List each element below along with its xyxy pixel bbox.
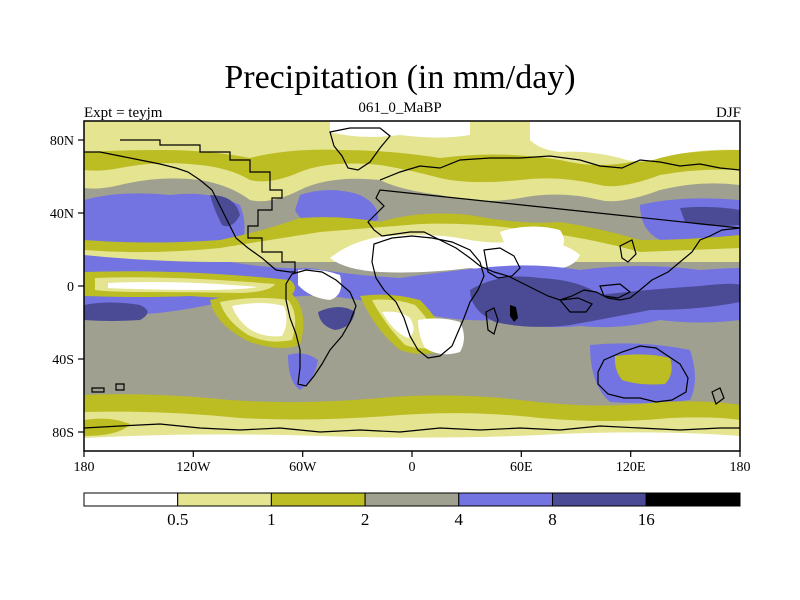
lat-tick-label: 40N [50, 207, 74, 222]
field-pacific-storm-dark [210, 195, 240, 227]
colorbar-label: 0.5 [167, 510, 188, 529]
outline-arabia [483, 247, 521, 279]
lon-tick-label: 0 [409, 460, 416, 475]
field-antarctic-olive-spot [84, 418, 130, 436]
lon-tick-label: 120E [616, 460, 646, 475]
axis-ticks [78, 139, 741, 457]
colorbar-box [645, 492, 741, 507]
field-s-atlantic-white [382, 311, 414, 338]
outline-madagascar [485, 307, 499, 335]
lon-tick-label: 180 [74, 460, 95, 475]
field-patagonia-blue [288, 353, 318, 390]
field-samerica-dark [318, 307, 355, 330]
season-label: DJF [715, 105, 741, 121]
colorbar-box [364, 492, 460, 507]
period-label: 061_0_MaBP [358, 100, 442, 116]
colorbar-label: 2 [361, 510, 370, 529]
colorbar-labels: 0.5 1 2 4 8 16 [167, 510, 655, 529]
colorbar-box [177, 492, 272, 507]
outline-greenland [329, 127, 391, 171]
colorbar-label: 1 [267, 510, 276, 529]
outline-antarctica [84, 423, 740, 433]
field-arctic-white [530, 121, 740, 162]
field-asia-dark [680, 206, 740, 226]
outline-north-america [84, 139, 296, 273]
field-antarctic-white [84, 432, 740, 451]
lon-tick-label: 180 [730, 460, 751, 475]
colorbar [83, 492, 741, 507]
outline-south-america [285, 269, 357, 387]
lon-tick-labels: 180 120W 60W 0 60E 120E 180 [74, 460, 751, 475]
outline-pacific-islands [91, 383, 125, 393]
lon-tick-label: 60E [510, 460, 533, 475]
colorbar-box [83, 492, 179, 507]
field-eq-pacific-white [108, 282, 258, 290]
colorbar-label: 8 [548, 510, 557, 529]
outline-eurasia [367, 155, 740, 301]
field-indian-dark [470, 276, 740, 327]
outline-new-zealand [711, 387, 725, 405]
colorbar-box [458, 492, 553, 507]
lon-tick-label: 60W [289, 460, 317, 475]
lat-tick-label: 0 [67, 280, 74, 295]
field-australia-olive [614, 354, 672, 385]
outline-africa [371, 235, 485, 359]
field-asia-white [500, 226, 564, 252]
field-arctic-white-2 [330, 121, 470, 138]
plot-title: Precipitation (in mm/day) [224, 59, 576, 96]
outline-japan [619, 239, 637, 263]
colorbar-box [552, 492, 647, 507]
outline-indonesia [558, 283, 632, 313]
colorbar-label: 16 [638, 510, 655, 529]
lat-tick-label: 80N [50, 134, 74, 149]
colorbar-label: 4 [455, 510, 464, 529]
outline-australia [597, 345, 689, 403]
lat-tick-labels: 80N 40N 0 40S 80S [50, 134, 74, 441]
experiment-label: Expt = teyjm [84, 105, 163, 121]
coastlines [84, 127, 740, 433]
field-pacific-dark-left [84, 302, 148, 321]
lon-tick-label: 120W [176, 460, 211, 475]
colorbar-box [270, 492, 366, 507]
field-se-pacific-white [232, 303, 287, 337]
lat-tick-label: 40S [52, 353, 74, 368]
precip-field [84, 121, 740, 451]
field-indian-black [510, 305, 518, 322]
lat-tick-label: 80S [52, 426, 74, 441]
